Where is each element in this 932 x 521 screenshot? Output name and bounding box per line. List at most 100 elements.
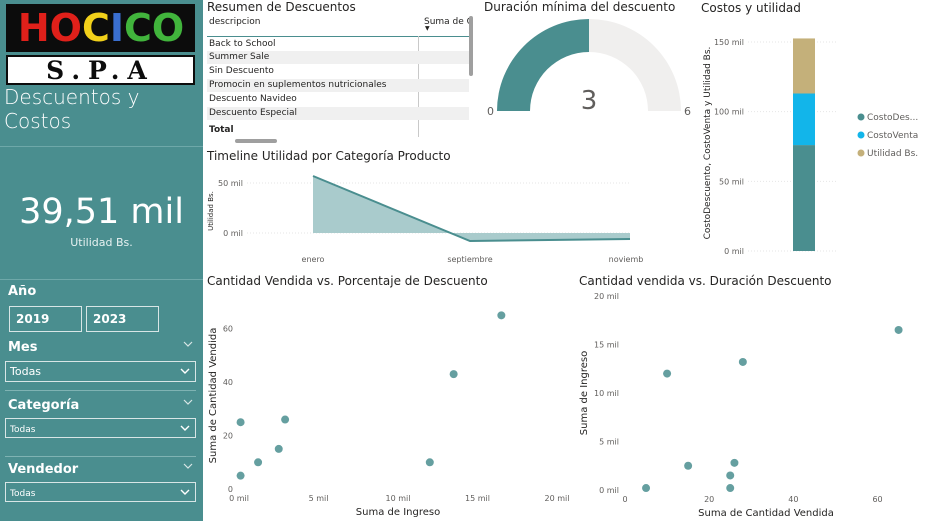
scatter-point — [726, 484, 735, 493]
y-tick-label: 60 — [223, 325, 233, 334]
table-row[interactable]: Back to School — [209, 39, 276, 49]
costs-profit-stacked-bar-chart[interactable]: CostoDescuento, CostoVenta y Utilidad Bs… — [698, 18, 928, 260]
slicer-divider — [5, 456, 196, 457]
chevron-down-icon[interactable] — [182, 460, 194, 472]
legend-marker — [857, 113, 865, 121]
month-dropdown-value: Todas — [10, 365, 42, 378]
qty-vs-discount-scatter-chart[interactable]: 0 20 40 60 0 mil 5 mil 10 mil 15 mil 20 mil Suma … — [203, 290, 575, 521]
scatter-point — [663, 369, 672, 378]
table-row[interactable]: Descuento Especial — [207, 107, 469, 120]
x-tick-label: 5 mil — [309, 494, 329, 503]
y-tick-label: 20 mil — [594, 292, 619, 301]
slicer-divider — [5, 390, 196, 391]
y-tick-label: 100 mil — [714, 108, 744, 117]
scatter-point — [236, 471, 245, 480]
chevron-down-icon[interactable] — [182, 396, 194, 408]
legend-marker — [857, 149, 865, 157]
table-vertical-scrollbar[interactable] — [469, 16, 473, 76]
category-dropdown[interactable]: Todas — [5, 418, 196, 438]
table-row[interactable]: Sin Descuento — [209, 66, 274, 76]
x-tick-label: 10 mil — [386, 494, 411, 503]
scatter-point — [726, 471, 735, 480]
scatter-point — [730, 458, 739, 467]
chevron-down-icon — [180, 425, 190, 431]
scatter-point — [738, 357, 747, 366]
y-tick-label: 5 mil — [599, 438, 619, 447]
table-horizontal-scrollbar[interactable] — [235, 139, 277, 143]
timeline-title: Timeline Utilidad por Categoría Producto — [207, 149, 451, 163]
scatter2-title: Cantidad vendida vs. Duración Descuento — [579, 274, 832, 288]
y-tick-label: 50 mil — [218, 179, 243, 188]
x-tick-label: septiembre — [447, 255, 492, 264]
y-axis-title: CostoDescuento, CostoVenta y Utilidad Bs… — [703, 47, 713, 240]
bar-segment-1 — [793, 145, 815, 251]
table-row[interactable]: Descuento Navideo — [209, 94, 297, 104]
y-tick-label: 0 — [228, 485, 233, 494]
min-duration-gauge[interactable]: 3 0 6 — [484, 16, 694, 126]
scatter-point — [684, 461, 693, 470]
y-tick-label: 0 mil — [599, 486, 619, 495]
area-line — [312, 175, 631, 243]
bar-segment-3 — [793, 38, 815, 94]
gauge-min-label: 0 — [487, 105, 494, 118]
month-dropdown[interactable]: Todas — [5, 361, 196, 382]
month-slicer-title: Mes — [8, 340, 38, 355]
table-row[interactable]: Summer Sale — [207, 51, 469, 64]
column-header-descripcion[interactable]: descripcion — [209, 17, 261, 27]
x-axis-title: Suma de Ingreso — [356, 507, 440, 518]
scatter-point — [497, 311, 506, 320]
x-tick-label: enero — [302, 255, 325, 264]
y-tick-label: 0 mil — [223, 229, 243, 238]
column-header-suma[interactable]: Suma de C — [424, 17, 473, 27]
sidebar-divider — [0, 279, 203, 280]
stacked-bar-title: Costos y utilidad — [701, 1, 801, 15]
scatter-point — [642, 484, 651, 493]
y-axis-title: Utilidad Bs. — [207, 191, 215, 231]
year-slicer-title: Año — [8, 284, 37, 299]
y-tick-label: 40 — [223, 378, 233, 387]
table-row[interactable]: Promocin en suplementos nutricionales — [207, 79, 469, 92]
year-2023-button[interactable]: 2023 — [86, 306, 159, 332]
report-title: Descuentos y Costos — [4, 85, 140, 133]
y-axis-title: Suma de Cantidad Vendida — [208, 328, 219, 464]
y-tick-label: 50 mil — [719, 177, 744, 186]
table-title: Resumen de Descuentos — [207, 0, 356, 14]
logo-bottom: S.P.A — [6, 55, 195, 85]
legend-label: CostoDes... — [867, 113, 918, 123]
scatter-point — [894, 325, 903, 334]
x-tick-label: 60 — [872, 495, 882, 504]
category-slicer-title: Categoría — [8, 398, 80, 413]
seller-slicer-title: Vendedor — [8, 462, 79, 477]
chevron-down-icon — [180, 489, 190, 495]
scatter-point — [254, 458, 263, 467]
gauge-title: Duración mínima del descuento — [484, 0, 676, 14]
y-tick-label: 0 mil — [724, 247, 744, 256]
gauge-value-label: 3 — [581, 86, 598, 116]
x-tick-label: 20 mil — [545, 494, 570, 503]
x-tick-label: 0 — [622, 495, 627, 504]
table-total-label: Total — [209, 125, 234, 135]
scatter-point — [425, 458, 434, 467]
bar-segment-2 — [793, 93, 815, 146]
kpi-utilidad-value: 39,51 mil — [19, 192, 184, 232]
sidebar-divider — [0, 146, 203, 147]
gauge-max-label: 6 — [684, 105, 691, 118]
y-tick-label: 20 — [223, 432, 233, 441]
x-tick-label: 20 — [704, 495, 714, 504]
scatter1-title: Cantidad Vendida vs. Porcentaje de Descu… — [207, 274, 488, 288]
year-2019-button[interactable]: 2019 — [9, 306, 82, 332]
legend-marker — [857, 131, 865, 139]
discount-summary-table[interactable]: descripcion Suma de C ▼ Back to School S… — [207, 14, 475, 143]
x-tick-label: 15 mil — [465, 494, 490, 503]
seller-dropdown[interactable]: Todas — [5, 482, 196, 502]
qty-vs-duration-scatter-chart[interactable]: 0 mil 5 mil 10 mil 15 mil 20 mil 0 20 40 60 Suma … — [575, 288, 930, 521]
x-tick-label: noviembre — [609, 255, 643, 264]
sort-desc-icon[interactable]: ▼ — [425, 25, 430, 32]
chevron-down-icon[interactable] — [182, 338, 194, 350]
x-tick-label: 40 — [788, 495, 798, 504]
table-header-divider — [207, 36, 473, 37]
profit-timeline-area-chart[interactable]: Utilidad Bs. 0 mil 50 mil enero septiembre no… — [203, 165, 643, 270]
